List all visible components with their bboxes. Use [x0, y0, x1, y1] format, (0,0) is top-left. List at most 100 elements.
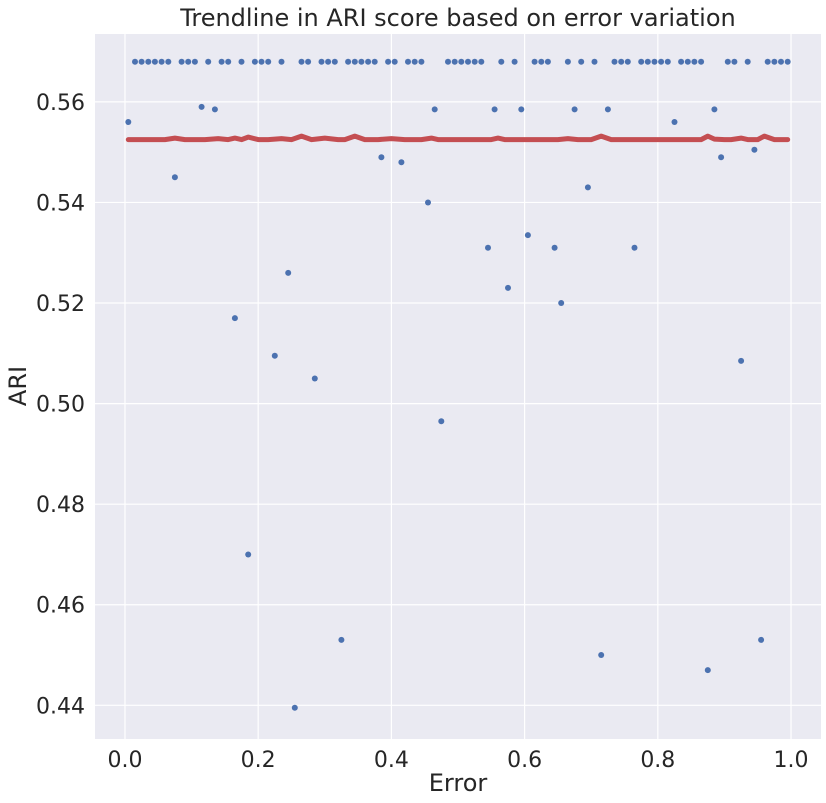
- y-tick-label: 0.46: [36, 594, 85, 619]
- x-tick-label: 0.4: [374, 748, 409, 773]
- scatter-point: [738, 357, 745, 364]
- scatter-point: [564, 58, 571, 65]
- scatter-point: [651, 58, 658, 65]
- scatter-point: [211, 106, 218, 113]
- scatter-point: [231, 315, 238, 322]
- scatter-point: [558, 300, 565, 306]
- scatter-point: [485, 244, 491, 251]
- scatter-point: [624, 58, 631, 65]
- scatter-point: [305, 58, 312, 65]
- scatter-point: [371, 58, 378, 65]
- y-tick-label: 0.50: [36, 393, 85, 418]
- scatter-point: [145, 58, 152, 65]
- scatter-point: [198, 103, 205, 110]
- scatter-point: [718, 154, 725, 161]
- scatter-point: [591, 58, 598, 65]
- scatter-point: [478, 58, 485, 65]
- scatter-point: [238, 58, 245, 65]
- scatter-point: [505, 284, 511, 291]
- scatter-point: [598, 652, 605, 658]
- scatter-point: [325, 58, 332, 65]
- chart-title: Trendline in ARI score based on error va…: [179, 4, 736, 32]
- scatter-point: [225, 58, 232, 65]
- scatter-point: [498, 58, 505, 65]
- scatter-point: [538, 58, 545, 65]
- y-tick-labels: 0.44 0.46 0.48 0.50 0.52 0.54 0.56: [36, 91, 85, 719]
- scatter-point: [245, 551, 252, 558]
- scatter-point: [445, 58, 451, 65]
- scatter-point: [451, 58, 458, 65]
- scatter-point: [518, 106, 525, 113]
- scatter-point: [431, 106, 438, 113]
- scatter-point: [278, 58, 285, 65]
- grid: [95, 34, 821, 739]
- scatter-point: [671, 119, 678, 125]
- scatter-point: [544, 58, 551, 65]
- scatter-point: [744, 58, 751, 65]
- scatter-point: [491, 106, 498, 113]
- scatter-point: [631, 244, 638, 251]
- scatter-point: [358, 58, 365, 65]
- scatter-point: [265, 58, 272, 65]
- x-tick-label: 0.2: [241, 748, 276, 773]
- scatter-point: [331, 58, 338, 65]
- scatter-point: [418, 58, 425, 65]
- x-tick-label: 0.8: [640, 748, 675, 773]
- scatter-point: [251, 58, 258, 65]
- scatter-point: [191, 58, 198, 65]
- scatter-point: [311, 375, 318, 382]
- trendline-layer: [125, 133, 791, 143]
- scatter-point: [398, 159, 405, 166]
- scatter-point: [405, 58, 411, 65]
- scatter-point: [291, 704, 298, 711]
- scatter-point: [524, 232, 531, 239]
- scatter-point: [724, 58, 731, 65]
- scatter-point: [611, 58, 618, 65]
- x-tick-label: 1.0: [774, 748, 809, 773]
- scatter-point: [351, 58, 358, 65]
- scatter-point: [664, 58, 671, 65]
- scatter-point: [604, 106, 611, 113]
- scatter-point: [691, 58, 698, 65]
- x-tick-label: 0.0: [107, 748, 142, 773]
- y-axis-label: ARI: [4, 366, 32, 406]
- scatter-point: [678, 58, 685, 65]
- scatter-point: [125, 119, 132, 125]
- scatter-point: [684, 58, 691, 65]
- scatter-point: [658, 58, 665, 65]
- scatter-point: [644, 58, 651, 65]
- scatter-point: [298, 58, 305, 65]
- scatter-point: [178, 58, 185, 65]
- y-tick-label: 0.52: [36, 292, 85, 317]
- scatter-point: [171, 174, 178, 181]
- y-tick-label: 0.54: [36, 191, 85, 216]
- scatter-point: [378, 154, 385, 161]
- scatter-point: [618, 58, 625, 65]
- scatter-point: [151, 58, 158, 65]
- y-tick-label: 0.44: [36, 694, 85, 719]
- scatter-point: [771, 58, 778, 65]
- scatter-point: [458, 58, 465, 65]
- trendline: [125, 133, 791, 143]
- scatter-point: [711, 106, 718, 113]
- scatter-point: [578, 58, 585, 65]
- scatter-point: [165, 58, 172, 65]
- scatter-point: [258, 58, 265, 65]
- scatter-point: [758, 636, 765, 643]
- scatter-layer: [125, 58, 791, 711]
- scatter-point: [778, 58, 784, 65]
- scatter-point: [551, 244, 558, 251]
- scatter-point: [138, 58, 145, 65]
- scatter-point: [132, 58, 138, 65]
- scatter-point: [285, 269, 292, 276]
- scatter-point: [338, 636, 345, 643]
- scatter-point: [391, 58, 398, 65]
- scatter-point: [345, 58, 352, 65]
- x-axis-label: Error: [429, 769, 488, 797]
- scatter-point: [511, 58, 518, 65]
- plot-background: [95, 34, 821, 739]
- scatter-point: [411, 58, 418, 65]
- scatter-point: [751, 146, 758, 153]
- y-tick-label: 0.56: [36, 91, 85, 116]
